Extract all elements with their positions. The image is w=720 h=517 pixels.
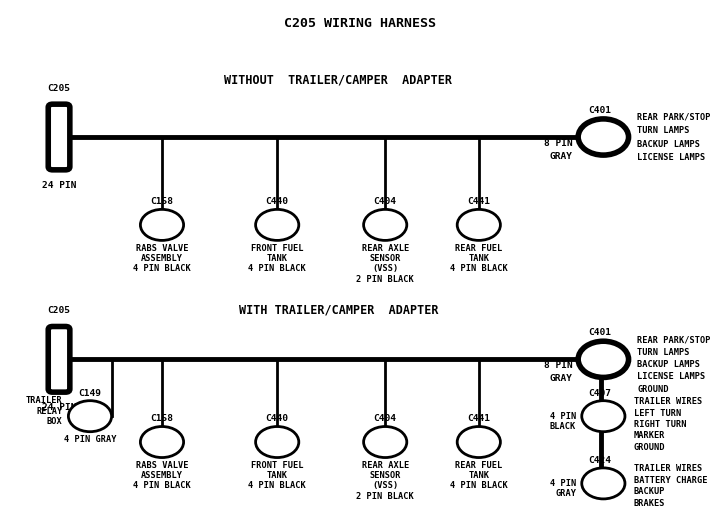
Text: RABS VALVE
ASSEMBLY
4 PIN BLACK: RABS VALVE ASSEMBLY 4 PIN BLACK	[133, 244, 191, 273]
Text: C158: C158	[150, 197, 174, 206]
Text: C404: C404	[374, 197, 397, 206]
Text: REAR FUEL
TANK
4 PIN BLACK: REAR FUEL TANK 4 PIN BLACK	[450, 461, 508, 491]
Text: REAR PARK/STOP: REAR PARK/STOP	[637, 113, 711, 122]
Circle shape	[364, 209, 407, 240]
Text: BATTERY CHARGE: BATTERY CHARGE	[634, 476, 707, 485]
Circle shape	[582, 401, 625, 432]
Text: FRONT FUEL
TANK
4 PIN BLACK: FRONT FUEL TANK 4 PIN BLACK	[248, 461, 306, 491]
Text: C440: C440	[266, 197, 289, 206]
FancyBboxPatch shape	[48, 327, 70, 392]
Text: FRONT FUEL
TANK
4 PIN BLACK: FRONT FUEL TANK 4 PIN BLACK	[248, 244, 306, 273]
Text: C158: C158	[150, 415, 174, 423]
Text: C407: C407	[588, 389, 611, 398]
Text: LEFT TURN: LEFT TURN	[634, 408, 681, 418]
Text: BACKUP: BACKUP	[634, 487, 665, 496]
Text: C149: C149	[78, 389, 102, 398]
Circle shape	[457, 209, 500, 240]
Text: GROUND: GROUND	[637, 385, 669, 394]
Text: BRAKES: BRAKES	[634, 498, 665, 508]
Text: C424: C424	[588, 456, 611, 465]
Circle shape	[256, 427, 299, 458]
Text: TRAILER WIRES: TRAILER WIRES	[634, 464, 702, 474]
Text: C441: C441	[467, 415, 490, 423]
Text: REAR AXLE
SENSOR
(VSS)
2 PIN BLACK: REAR AXLE SENSOR (VSS) 2 PIN BLACK	[356, 461, 414, 501]
Circle shape	[457, 427, 500, 458]
Text: 8 PIN: 8 PIN	[544, 361, 572, 370]
Text: C441: C441	[467, 197, 490, 206]
Text: 4 PIN
GRAY: 4 PIN GRAY	[550, 479, 576, 498]
Text: LICENSE LAMPS: LICENSE LAMPS	[637, 372, 706, 382]
FancyBboxPatch shape	[48, 104, 70, 170]
Text: 24 PIN: 24 PIN	[42, 403, 76, 412]
Text: WITH TRAILER/CAMPER  ADAPTER: WITH TRAILER/CAMPER ADAPTER	[238, 303, 438, 317]
Text: 24 PIN: 24 PIN	[42, 181, 76, 190]
Text: C401: C401	[588, 328, 611, 337]
Circle shape	[578, 119, 629, 155]
Text: RABS VALVE
ASSEMBLY
4 PIN BLACK: RABS VALVE ASSEMBLY 4 PIN BLACK	[133, 461, 191, 491]
Text: C404: C404	[374, 415, 397, 423]
Circle shape	[68, 401, 112, 432]
Text: 4 PIN GRAY: 4 PIN GRAY	[64, 435, 116, 444]
Text: GRAY: GRAY	[549, 374, 572, 384]
Text: TURN LAMPS: TURN LAMPS	[637, 126, 690, 135]
Text: BACKUP LAMPS: BACKUP LAMPS	[637, 140, 701, 149]
Text: GROUND: GROUND	[634, 443, 665, 452]
Text: REAR FUEL
TANK
4 PIN BLACK: REAR FUEL TANK 4 PIN BLACK	[450, 244, 508, 273]
Circle shape	[578, 341, 629, 377]
Text: RIGHT TURN: RIGHT TURN	[634, 420, 686, 429]
Text: LICENSE LAMPS: LICENSE LAMPS	[637, 153, 706, 162]
Text: GRAY: GRAY	[549, 152, 572, 161]
Text: C205: C205	[48, 84, 71, 93]
Text: REAR PARK/STOP: REAR PARK/STOP	[637, 335, 711, 344]
Circle shape	[256, 209, 299, 240]
Text: 4 PIN
BLACK: 4 PIN BLACK	[550, 412, 576, 431]
Circle shape	[140, 209, 184, 240]
Text: TRAILER
RELAY
BOX: TRAILER RELAY BOX	[26, 396, 63, 426]
Text: TURN LAMPS: TURN LAMPS	[637, 347, 690, 357]
Text: C401: C401	[588, 106, 611, 115]
Text: 8 PIN: 8 PIN	[544, 139, 572, 148]
Text: TRAILER WIRES: TRAILER WIRES	[634, 397, 702, 406]
Text: C440: C440	[266, 415, 289, 423]
Text: REAR AXLE
SENSOR
(VSS)
2 PIN BLACK: REAR AXLE SENSOR (VSS) 2 PIN BLACK	[356, 244, 414, 284]
Text: BACKUP LAMPS: BACKUP LAMPS	[637, 360, 701, 369]
Text: WITHOUT  TRAILER/CAMPER  ADAPTER: WITHOUT TRAILER/CAMPER ADAPTER	[225, 73, 452, 87]
Circle shape	[140, 427, 184, 458]
Text: C205: C205	[48, 307, 71, 315]
Circle shape	[582, 468, 625, 499]
Circle shape	[364, 427, 407, 458]
Text: MARKER: MARKER	[634, 431, 665, 440]
Text: C205 WIRING HARNESS: C205 WIRING HARNESS	[284, 17, 436, 30]
